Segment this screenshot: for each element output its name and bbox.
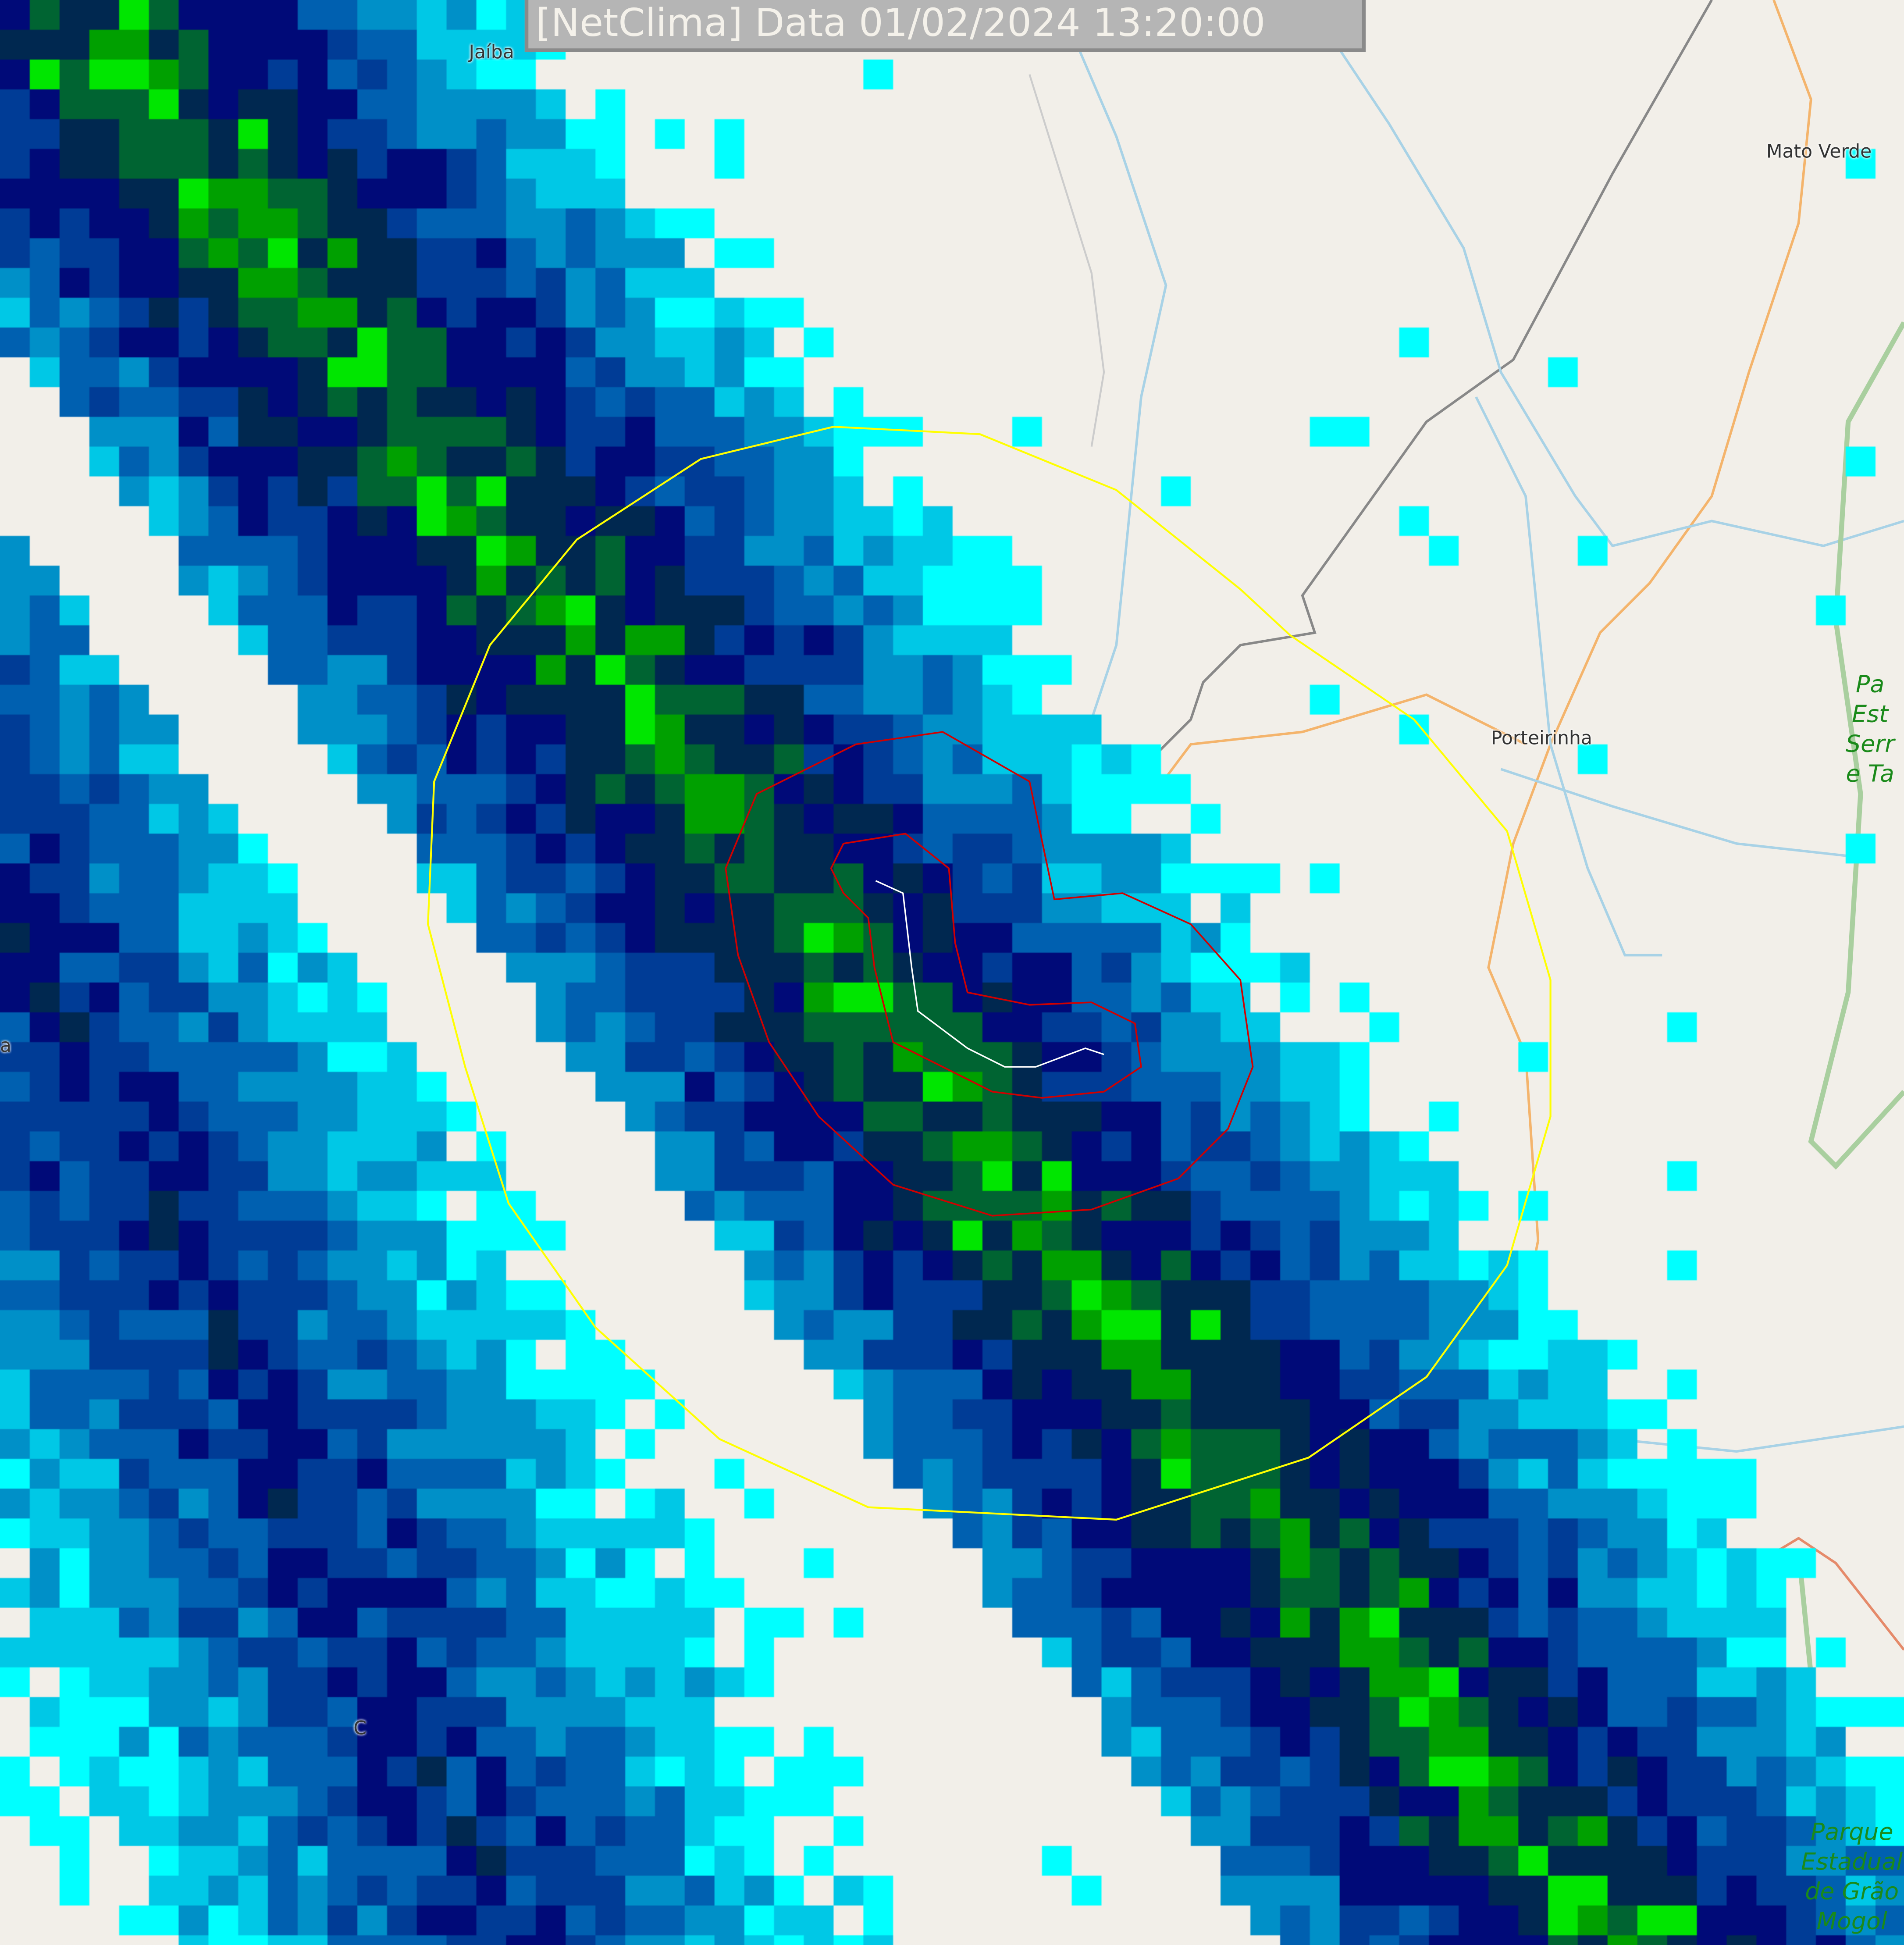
park-label-line: Estadual <box>1801 1848 1903 1876</box>
park-label-line: e Ta <box>1846 760 1894 788</box>
park-label-line: Est <box>1852 701 1889 728</box>
place-label-partial-bottom: C <box>353 1717 367 1739</box>
place-label-mato-verde: Mato Verde <box>1766 140 1872 163</box>
radar-range-ring <box>427 426 1552 1521</box>
park-label-serra: Pa Est Serr e Ta <box>1846 670 1894 789</box>
storm-contour-inner <box>830 833 1142 1099</box>
park-label-line: Pa <box>1855 671 1885 698</box>
park-label-grao-mogol: Parque Estadual de Grão Mogol <box>1801 1817 1903 1937</box>
storm-contour-outer <box>725 731 1254 1217</box>
park-label-line: de Grão <box>1805 1878 1899 1906</box>
storm-track <box>875 880 1104 1068</box>
place-label-partial-left: a <box>0 1034 12 1057</box>
park-label-line: Serr <box>1845 730 1895 758</box>
park-label-line: Parque <box>1810 1818 1893 1846</box>
timestamp-banner: [NetClima] Data 01/02/2024 13:20:00 <box>524 0 1366 52</box>
place-label-porteirinha: Porteirinha <box>1491 727 1592 749</box>
park-label-line: Mogol <box>1816 1908 1887 1935</box>
place-label-jaiba: Jaíba <box>469 41 514 64</box>
